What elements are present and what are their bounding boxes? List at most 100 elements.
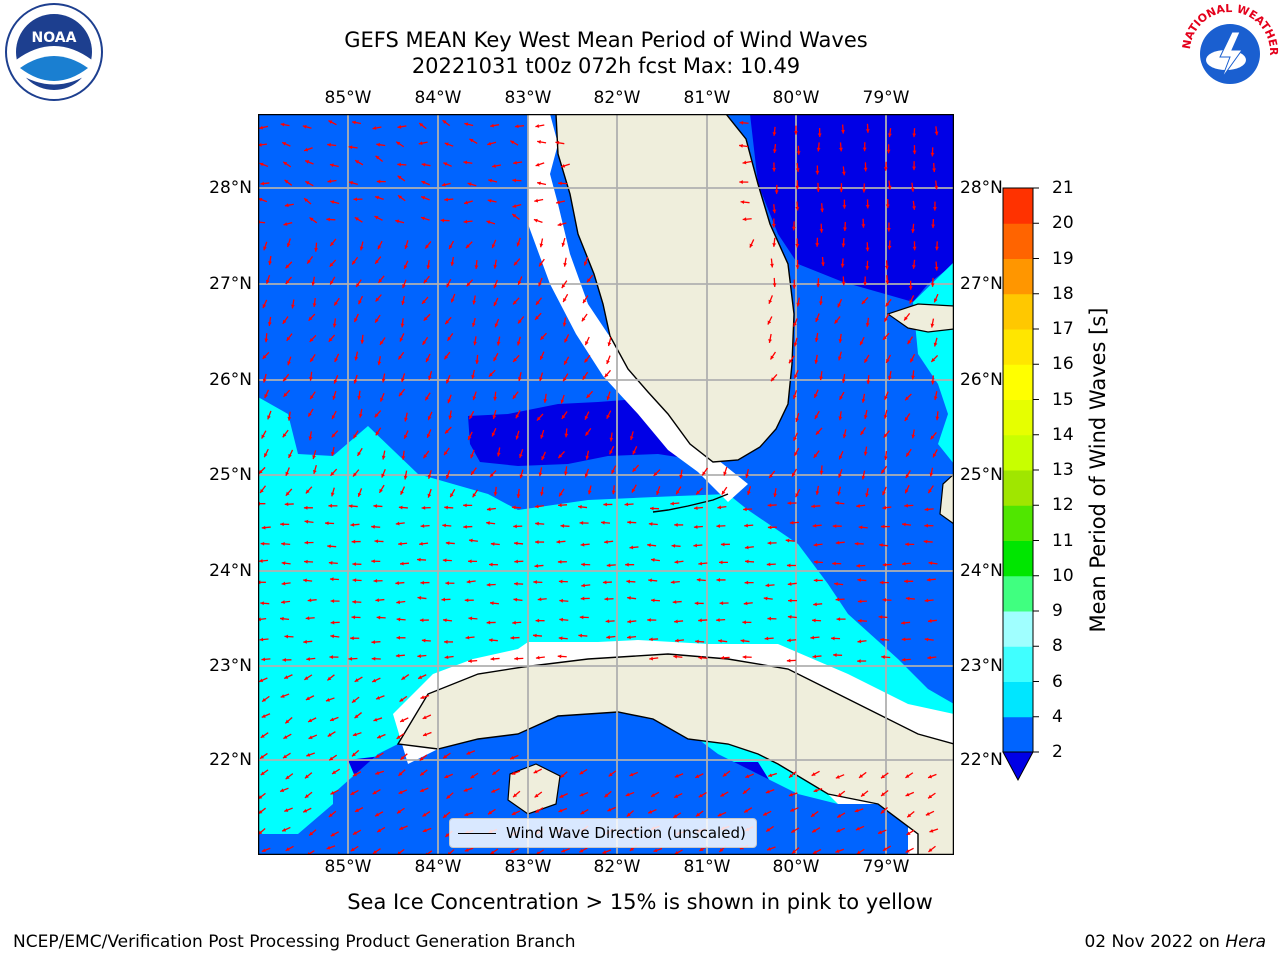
florida-nodata-buffer [528,114,748,502]
direction-arrow [350,636,360,641]
direction-arrow [491,788,500,793]
direction-arrow [417,596,427,600]
direction-arrow [377,356,382,366]
direction-arrow [888,370,892,381]
direction-arrow [650,598,661,603]
direction-arrow [739,143,749,148]
direction-arrow [263,448,269,458]
direction-arrow [466,279,474,287]
direction-arrow [284,502,294,507]
direction-arrow [417,674,427,680]
direction-arrow [305,695,315,701]
direction-arrow [516,237,521,247]
direction-arrow [357,390,362,400]
direction-arrow [878,615,888,619]
direction-arrow [835,501,845,506]
direction-arrow [267,410,272,420]
direction-arrow [928,561,938,566]
direction-arrow [491,427,497,437]
direction-arrow [396,617,406,622]
direction-arrow [607,337,612,347]
direction-arrow [420,694,430,700]
direction-arrow [419,618,429,623]
direction-arrow [765,583,775,588]
direction-arrow [629,431,634,441]
map-legend: Wind Wave Direction (unscaled) [449,818,757,848]
colorbar-tick-label: 21 [1052,178,1074,198]
direction-arrow [561,848,570,853]
footer-date: 02 Nov 2022 on Hera [1084,932,1266,952]
direction-arrow [329,716,339,722]
direction-arrow [930,277,935,287]
direction-arrow [742,160,752,165]
direction-arrow [673,792,683,799]
direction-arrow [819,465,824,475]
direction-arrow [740,638,750,643]
direction-arrow [905,772,914,779]
direction-arrow [486,582,496,587]
direction-arrow [838,450,844,460]
direction-arrow [606,563,616,568]
direction-arrow [816,142,821,152]
direction-arrow [308,313,316,322]
direction-arrow [334,353,340,363]
direction-arrow [423,275,430,284]
colorbar-band [1003,575,1033,612]
direction-arrow [582,371,589,380]
direction-arrow [882,505,892,510]
svg-text:NOAA: NOAA [32,30,77,46]
direction-arrow [303,147,313,152]
direction-arrow [401,674,410,681]
direction-arrow [605,619,615,624]
direction-arrow [513,597,523,602]
direction-arrow [586,390,594,399]
direction-arrow [372,788,381,795]
direction-arrow [535,162,545,167]
direction-arrow [489,470,497,478]
direction-arrow [352,771,362,777]
direction-arrow [491,239,497,249]
direction-arrow [813,578,823,583]
colorbar-band [1003,258,1033,295]
direction-arrow [721,486,728,495]
direction-arrow [309,391,316,400]
direction-arrow [587,485,592,495]
direction-arrow [328,120,337,126]
direction-arrow [511,213,520,220]
direction-arrow [772,277,777,287]
direction-arrow [374,811,384,817]
direction-arrow [535,521,545,526]
direction-arrow [443,162,452,167]
direction-arrow [357,295,364,305]
wave-direction-arrows [258,119,940,855]
direction-arrow [511,810,521,816]
direction-arrow [674,638,685,643]
direction-arrow [512,297,520,305]
direction-arrow [466,579,476,584]
direction-arrow [791,847,800,854]
direction-arrow [282,161,292,168]
sea-ice-note: Sea Ice Concentration > 15% is shown in … [347,890,933,914]
direction-arrow [513,258,521,266]
direction-arrow [863,276,867,286]
direction-arrow [398,541,408,546]
direction-arrow [928,845,936,853]
direction-arrow [563,466,568,476]
direction-arrow [401,450,406,460]
direction-arrow [419,754,428,761]
direction-arrow [262,299,268,309]
lat-label-left: 24°N [209,561,252,581]
direction-arrow [912,145,917,155]
direction-arrow [306,752,316,757]
direction-arrow [444,505,454,510]
direction-arrow [421,505,431,510]
direction-arrow [722,770,731,778]
direction-arrow [740,200,750,205]
direction-arrow [774,184,779,194]
direction-arrow [309,354,316,363]
direction-arrow [854,808,864,813]
direction-arrow [579,521,589,525]
direction-arrow [698,655,708,660]
direction-arrow [675,486,682,495]
direction-arrow [285,488,293,497]
